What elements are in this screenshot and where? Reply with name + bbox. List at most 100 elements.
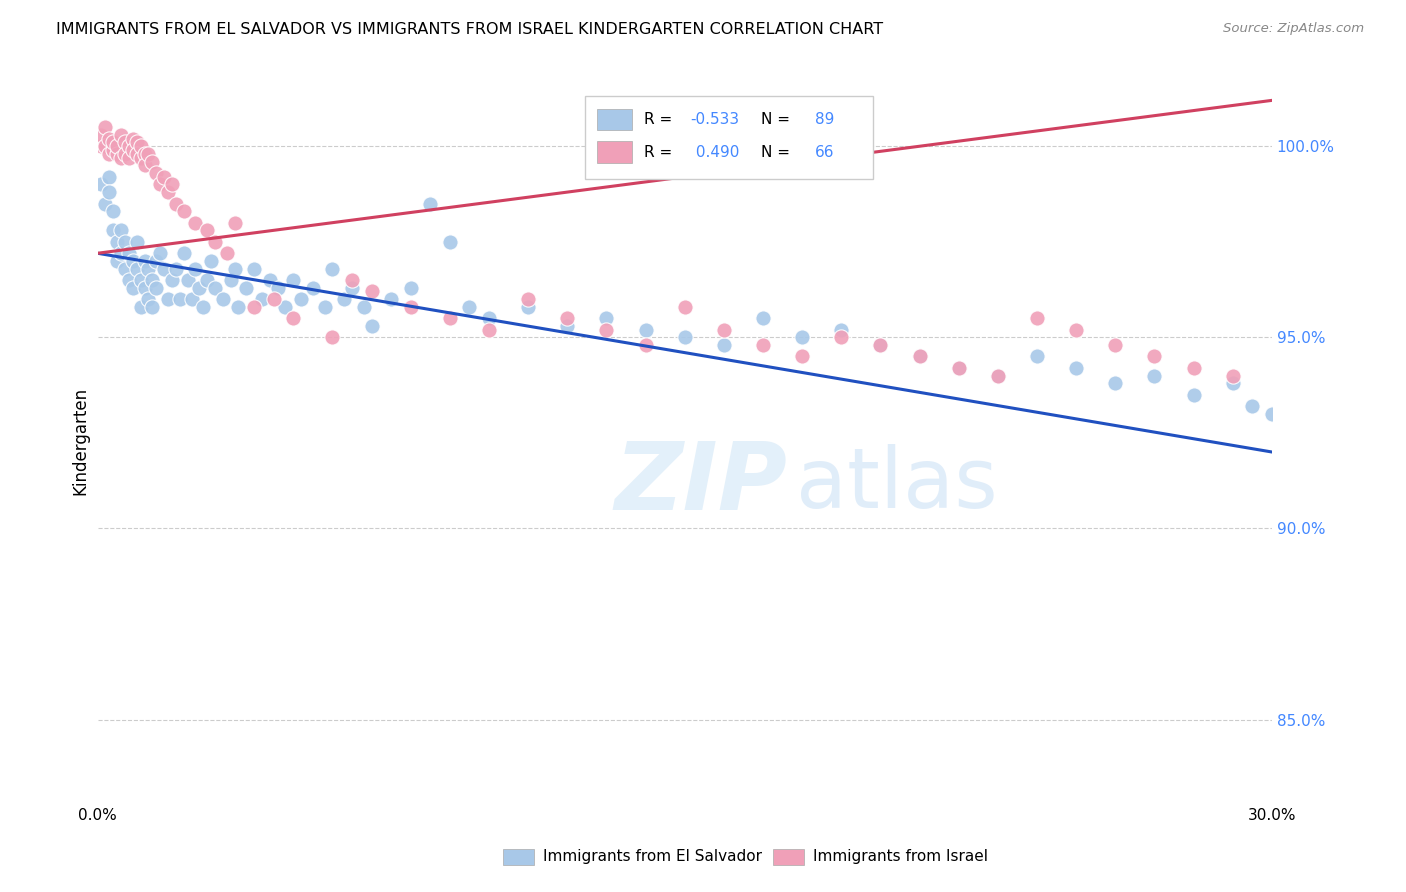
Point xyxy=(160,178,183,192)
Point xyxy=(110,246,132,260)
Point xyxy=(752,338,775,352)
Point xyxy=(555,311,578,326)
Point xyxy=(713,323,735,337)
Point xyxy=(673,300,696,314)
Point xyxy=(224,261,246,276)
Bar xyxy=(596,141,631,163)
Point xyxy=(125,235,148,249)
Point xyxy=(283,273,305,287)
Point xyxy=(105,235,128,249)
Point xyxy=(193,300,215,314)
Point xyxy=(1222,368,1244,383)
Text: IMMIGRANTS FROM EL SALVADOR VS IMMIGRANTS FROM ISRAEL KINDERGARTEN CORRELATION C: IMMIGRANTS FROM EL SALVADOR VS IMMIGRANT… xyxy=(56,22,883,37)
Point xyxy=(1143,350,1166,364)
Point xyxy=(243,300,266,314)
Point xyxy=(211,292,233,306)
Point xyxy=(103,136,125,150)
Point xyxy=(184,261,207,276)
Text: Immigrants from Israel: Immigrants from Israel xyxy=(813,849,987,863)
Point xyxy=(792,330,814,344)
Bar xyxy=(503,849,534,865)
Point xyxy=(274,300,297,314)
Point xyxy=(165,196,187,211)
Point xyxy=(439,311,461,326)
Point xyxy=(110,223,132,237)
Point xyxy=(184,216,207,230)
Point xyxy=(302,280,325,294)
Point xyxy=(792,350,814,364)
Point xyxy=(165,261,187,276)
Point xyxy=(129,139,152,153)
Point xyxy=(634,338,657,352)
Text: -0.533: -0.533 xyxy=(690,112,740,127)
Text: atlas: atlas xyxy=(796,443,998,524)
Point xyxy=(141,273,163,287)
Text: Source: ZipAtlas.com: Source: ZipAtlas.com xyxy=(1223,22,1364,36)
Point xyxy=(125,147,148,161)
Point xyxy=(1104,338,1126,352)
Point xyxy=(1241,399,1264,413)
Point xyxy=(1222,376,1244,391)
Point xyxy=(125,136,148,150)
Point xyxy=(353,300,375,314)
Point xyxy=(1064,360,1087,375)
Point xyxy=(478,323,501,337)
Text: R =: R = xyxy=(644,145,676,160)
Point xyxy=(987,368,1010,383)
Point xyxy=(90,128,112,142)
Point xyxy=(134,158,156,172)
Point xyxy=(243,261,266,276)
Point xyxy=(149,246,172,260)
Bar xyxy=(773,849,804,865)
Point xyxy=(204,235,226,249)
Point xyxy=(752,311,775,326)
Point xyxy=(103,143,125,157)
Point xyxy=(987,368,1010,383)
Point xyxy=(360,318,382,333)
Point xyxy=(145,280,167,294)
Point xyxy=(103,204,125,219)
Y-axis label: Kindergarten: Kindergarten xyxy=(72,386,89,494)
Text: Immigrants from El Salvador: Immigrants from El Salvador xyxy=(543,849,762,863)
Point xyxy=(176,273,198,287)
Point xyxy=(595,323,617,337)
Point xyxy=(948,360,970,375)
Point xyxy=(458,300,481,314)
Point xyxy=(118,151,141,165)
Text: N =: N = xyxy=(761,145,794,160)
Point xyxy=(153,169,176,184)
Point xyxy=(1182,387,1205,401)
Point xyxy=(94,120,117,135)
Text: N =: N = xyxy=(761,112,794,127)
Point xyxy=(1064,323,1087,337)
Point xyxy=(869,338,891,352)
Point xyxy=(259,273,281,287)
Point xyxy=(595,311,617,326)
Point xyxy=(340,280,363,294)
Point xyxy=(121,280,143,294)
Point xyxy=(98,169,121,184)
Point xyxy=(141,300,163,314)
Point xyxy=(250,292,273,306)
Point xyxy=(157,292,180,306)
Point xyxy=(121,143,143,157)
Point xyxy=(134,253,156,268)
Point xyxy=(1261,407,1284,421)
Point xyxy=(360,285,382,299)
Point xyxy=(129,273,152,287)
Text: R =: R = xyxy=(644,112,676,127)
Point xyxy=(103,223,125,237)
Point xyxy=(215,246,238,260)
Point xyxy=(283,311,305,326)
Point xyxy=(129,300,152,314)
Point xyxy=(290,292,312,306)
Point xyxy=(419,196,441,211)
Point xyxy=(321,261,343,276)
Point xyxy=(110,151,132,165)
Point xyxy=(114,136,136,150)
Point xyxy=(713,338,735,352)
Text: ZIP: ZIP xyxy=(614,438,787,530)
Point xyxy=(114,235,136,249)
Text: 0.490: 0.490 xyxy=(690,145,740,160)
Point xyxy=(121,253,143,268)
